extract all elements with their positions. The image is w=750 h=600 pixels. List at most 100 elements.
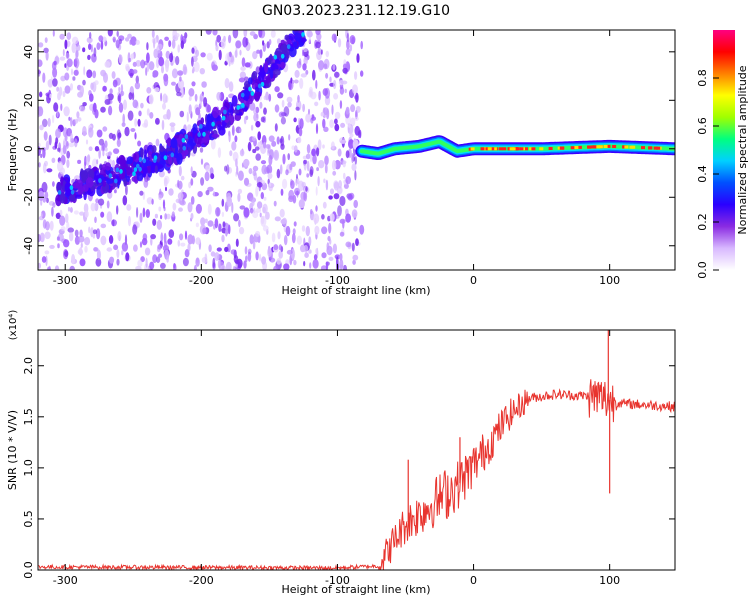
noise-speckle	[53, 102, 59, 112]
noise-speckle	[100, 40, 104, 50]
noise-speckle	[74, 229, 79, 237]
noise-speckle	[42, 118, 48, 128]
noise-speckle	[259, 101, 263, 109]
carrier-peak	[490, 147, 495, 151]
noise-speckle	[355, 238, 359, 247]
noise-speckle	[169, 122, 176, 127]
noise-speckle	[94, 216, 97, 223]
noise-speckle	[243, 30, 248, 38]
noise-speckle	[349, 133, 354, 138]
noise-speckle	[273, 149, 280, 161]
noise-speckle	[86, 37, 93, 44]
noise-speckle	[85, 139, 89, 145]
spectrogram-y-tick-label: 0	[22, 145, 35, 152]
noise-speckle	[257, 131, 262, 141]
noise-speckle	[128, 92, 133, 100]
noise-speckle	[90, 82, 94, 90]
noise-speckle	[339, 258, 344, 270]
noise-speckle	[317, 139, 322, 151]
noise-speckle	[134, 132, 137, 140]
noise-speckle	[199, 68, 205, 75]
noise-speckle	[318, 160, 325, 169]
carrier-peak	[653, 146, 658, 150]
noise-speckle	[200, 217, 206, 226]
noise-speckle	[163, 232, 167, 244]
noise-speckle	[62, 49, 65, 57]
signal-speckle	[56, 181, 62, 193]
noise-speckle	[182, 64, 187, 75]
noise-speckle	[132, 224, 138, 235]
noise-speckle	[280, 116, 286, 125]
noise-speckle	[207, 104, 211, 113]
noise-speckle	[339, 195, 346, 207]
noise-speckle	[273, 265, 279, 270]
signal-speckle	[126, 175, 130, 182]
noise-speckle	[318, 60, 325, 71]
signal-speckle	[231, 95, 238, 107]
noise-speckle	[310, 151, 312, 163]
noise-speckle	[276, 168, 281, 179]
noise-speckle	[315, 248, 318, 255]
noise-speckle	[155, 138, 160, 147]
colorbar-tick-label: 0.0	[696, 261, 709, 279]
signal-speckle	[182, 149, 189, 156]
noise-speckle	[305, 225, 310, 237]
noise-speckle	[58, 86, 63, 97]
noise-speckle	[281, 99, 285, 108]
spectrogram-y-tick-label: 20	[22, 93, 35, 107]
noise-speckle	[200, 177, 205, 186]
signal-speckle	[68, 194, 77, 202]
noise-speckle	[351, 36, 355, 45]
noise-speckle	[333, 193, 340, 200]
signal-peak	[248, 86, 252, 92]
signal-speckle	[166, 137, 172, 147]
noise-speckle	[45, 140, 50, 150]
spectrogram-y-axis-label: Frequency (Hz)	[6, 109, 19, 192]
carrier-peak	[480, 147, 485, 151]
noise-speckle	[210, 139, 216, 150]
noise-speckle	[207, 220, 214, 227]
noise-speckle	[59, 33, 65, 40]
carrier-peak	[598, 145, 603, 149]
noise-speckle	[329, 119, 334, 128]
noise-speckle	[51, 206, 54, 217]
noise-speckle	[256, 182, 263, 188]
noise-speckle	[125, 252, 130, 262]
noise-speckle	[39, 124, 44, 131]
noise-speckle	[207, 186, 214, 192]
noise-speckle	[93, 247, 98, 252]
noise-speckle	[235, 40, 242, 49]
snr-x-axis-label: Height of straight line (km)	[281, 583, 430, 596]
spectrogram-marks	[38, 30, 675, 270]
noise-speckle	[135, 60, 142, 67]
noise-speckle	[130, 36, 137, 46]
noise-speckle	[267, 145, 271, 154]
carrier-peak	[524, 147, 528, 151]
noise-speckle	[226, 164, 230, 175]
noise-speckle	[121, 122, 126, 127]
noise-speckle	[127, 110, 134, 121]
noise-speckle	[297, 136, 302, 144]
noise-speckle	[286, 96, 293, 103]
noise-speckle	[163, 73, 169, 82]
noise-speckle	[45, 51, 49, 61]
noise-speckle	[59, 56, 66, 61]
noise-speckle	[140, 59, 146, 69]
signal-speckle	[265, 75, 271, 84]
noise-speckle	[121, 250, 124, 256]
signal-speckle	[74, 194, 83, 199]
snr-frame	[37, 329, 676, 571]
signal-peak	[273, 54, 278, 60]
noise-speckle	[278, 250, 284, 259]
carrier-peak	[631, 145, 636, 149]
noise-speckle	[235, 263, 238, 268]
noise-speckle	[59, 215, 66, 226]
noise-speckle	[46, 168, 53, 173]
noise-speckle	[326, 242, 330, 251]
noise-speckle	[166, 109, 171, 120]
noise-speckle	[164, 213, 168, 220]
noise-speckle	[302, 49, 305, 57]
noise-speckle	[235, 238, 239, 247]
noise-speckle	[207, 203, 212, 215]
noise-speckle	[38, 142, 41, 148]
